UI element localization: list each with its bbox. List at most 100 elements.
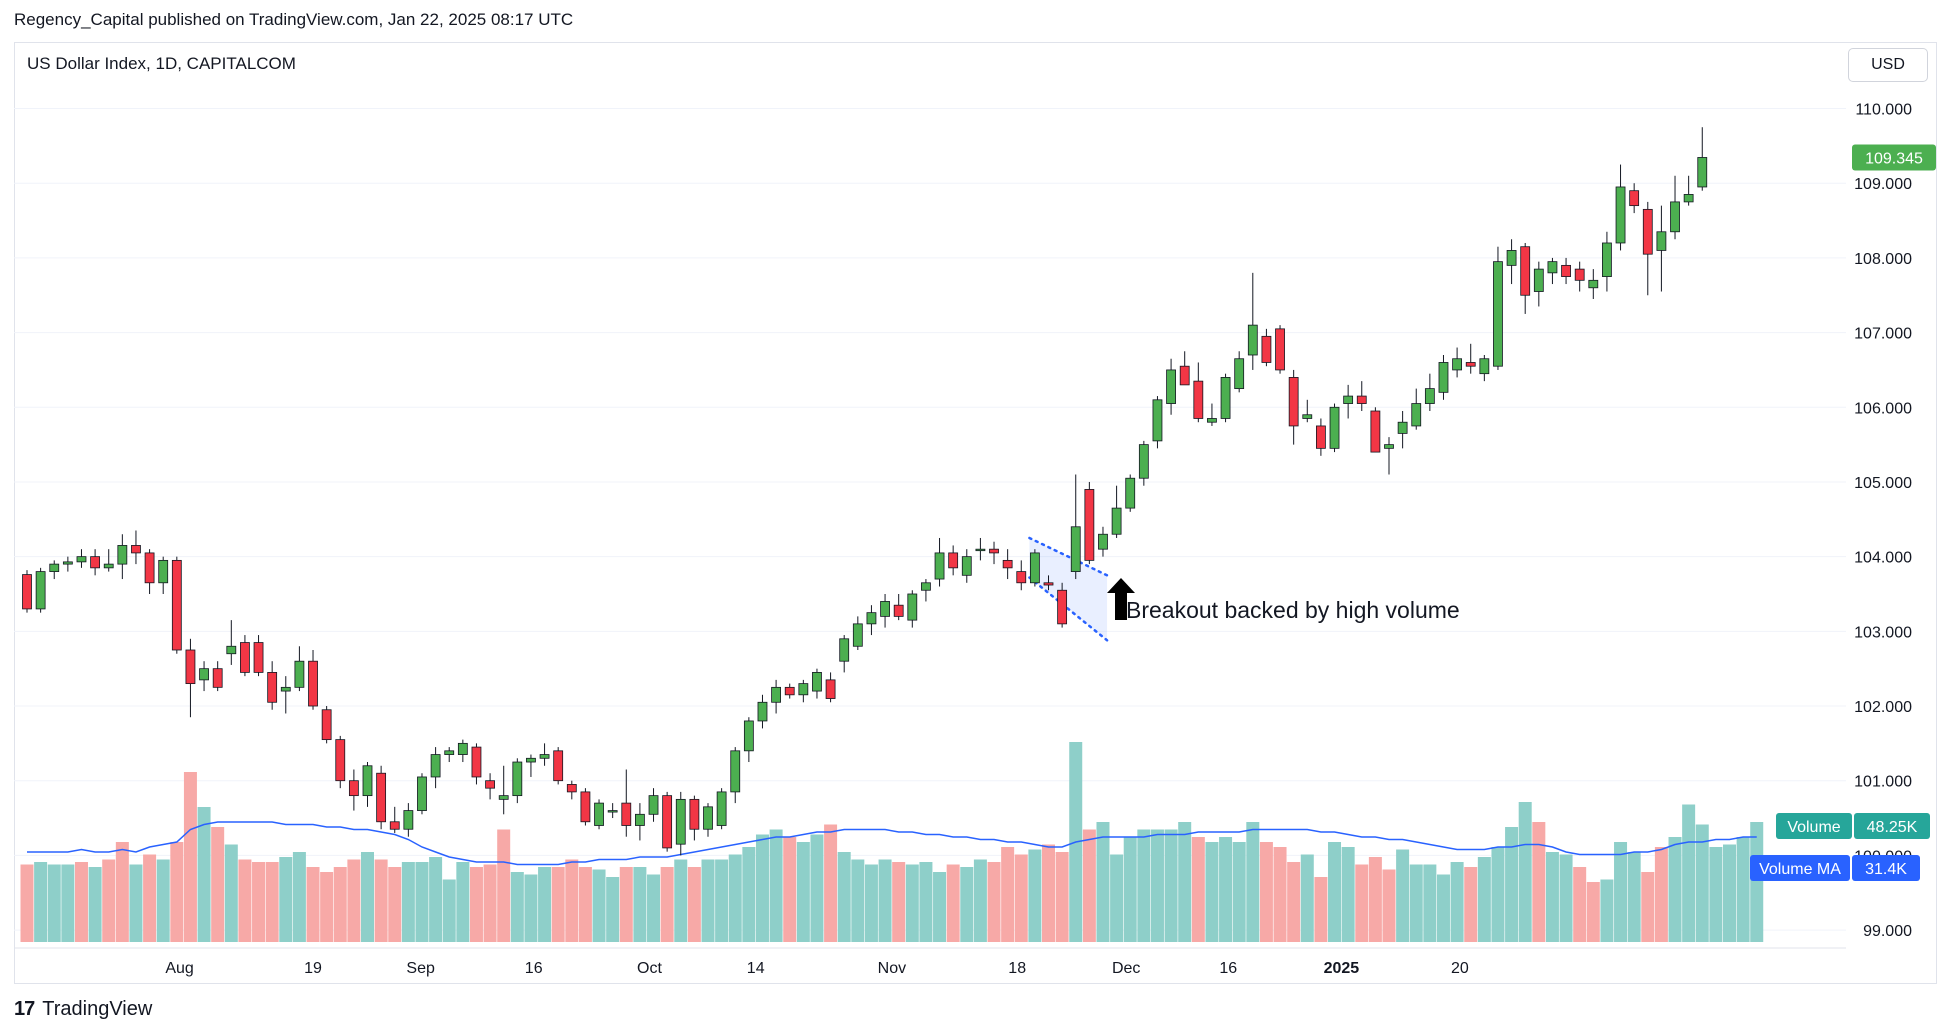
candle-body — [784, 686, 795, 696]
candle-body — [362, 765, 373, 797]
volume-bar — [892, 862, 906, 942]
candle-body — [1261, 335, 1272, 363]
candle-body — [1043, 582, 1054, 586]
candle-body — [103, 563, 114, 569]
time-tick-label: 20 — [1451, 960, 1469, 977]
candle-body — [348, 780, 359, 797]
price-tick-label: 106.000 — [1854, 400, 1912, 417]
candle-body — [158, 559, 169, 584]
volume-bar — [1219, 837, 1233, 942]
volume-bar — [1368, 857, 1382, 942]
volume-bar — [374, 859, 388, 942]
volume-bar — [456, 862, 470, 942]
volume-bar — [524, 874, 538, 942]
candle-body — [1642, 208, 1653, 255]
price-tick-label: 101.000 — [1854, 774, 1912, 791]
candle-body — [526, 757, 536, 763]
volume-bar — [1137, 829, 1151, 942]
footer: 17 TradingView — [14, 998, 152, 1021]
volume-bar — [1477, 857, 1491, 942]
candle-body — [607, 810, 618, 813]
volume-bar — [347, 859, 361, 942]
candle-body — [1234, 358, 1245, 390]
time-tick-label: Sep — [406, 960, 435, 977]
volume-value-tag — [1854, 813, 1930, 839]
candle-body — [1520, 246, 1531, 296]
volume-bar — [183, 772, 197, 942]
currency-button[interactable]: USD — [1848, 48, 1928, 82]
volume-bar — [1654, 847, 1668, 942]
candle-body — [1002, 559, 1013, 569]
volume-bar — [973, 859, 987, 942]
volume-bar — [252, 862, 266, 942]
candle-body — [716, 791, 727, 826]
candle-body — [131, 545, 141, 554]
volume-bar — [510, 872, 524, 942]
candle-body — [852, 623, 863, 647]
candle-body — [457, 742, 468, 755]
candle-body — [253, 642, 264, 673]
volume-bar — [265, 862, 279, 942]
candle-body — [117, 545, 128, 565]
volume-bar — [1232, 842, 1246, 942]
candle-body — [90, 556, 100, 569]
price-tick-label: 107.000 — [1854, 326, 1912, 343]
volume-bar — [864, 864, 878, 942]
candle-body — [1547, 261, 1558, 274]
volume-bar — [810, 834, 824, 942]
volume-bar — [1001, 847, 1015, 942]
candle-body — [1193, 380, 1204, 419]
candle-body — [35, 571, 46, 610]
volume-bar — [1096, 822, 1110, 942]
candle-body — [1098, 533, 1108, 550]
price-tick-label: 109.000 — [1854, 176, 1912, 193]
volume-ma-line — [27, 821, 1757, 866]
volume-bar — [1396, 849, 1410, 942]
candle-body — [512, 761, 523, 797]
candle-body — [1111, 507, 1122, 535]
candle-body — [1316, 425, 1326, 449]
time-tick-label: 19 — [304, 960, 322, 977]
candle-body — [1288, 377, 1299, 427]
volume-bar — [538, 867, 552, 942]
candle-body — [594, 802, 604, 826]
candle-body — [199, 668, 209, 681]
volume-bar — [401, 862, 415, 942]
candle-body — [1384, 444, 1394, 449]
volume-bar — [1287, 862, 1301, 942]
candle-body — [1084, 489, 1095, 561]
volume-bar — [933, 872, 947, 942]
candle-body — [812, 672, 822, 692]
volume-bar — [1586, 882, 1600, 942]
candle-body — [1275, 328, 1285, 371]
candle-body — [1179, 365, 1190, 386]
volume-bar — [1532, 822, 1546, 942]
candle-body — [553, 750, 564, 782]
candle-body — [1016, 571, 1027, 584]
volume-bar — [905, 864, 919, 942]
volume-bar — [483, 864, 497, 942]
candle-body — [961, 556, 972, 576]
volume-bar — [1110, 854, 1124, 942]
volume-bar — [796, 842, 810, 942]
volume-bars — [20, 742, 1764, 942]
volume-bar — [701, 859, 715, 942]
candle-body — [1070, 526, 1081, 572]
candle-body — [1588, 279, 1599, 289]
volume-bar — [1164, 829, 1178, 942]
candle-body — [1138, 444, 1149, 479]
candle-body — [240, 642, 250, 673]
candle-body — [335, 739, 346, 782]
volume-bar — [1668, 837, 1682, 942]
time-tick-label: Oct — [637, 960, 662, 977]
candle-body — [1493, 261, 1503, 367]
volume-bar — [687, 867, 701, 942]
volume-bar — [1409, 864, 1423, 942]
candle-body — [1506, 250, 1517, 266]
volume-bar — [1464, 867, 1478, 942]
time-tick-label: 16 — [525, 960, 543, 977]
candle-body — [498, 795, 509, 800]
volume-bar — [115, 842, 129, 942]
volume-bar — [1736, 837, 1750, 942]
